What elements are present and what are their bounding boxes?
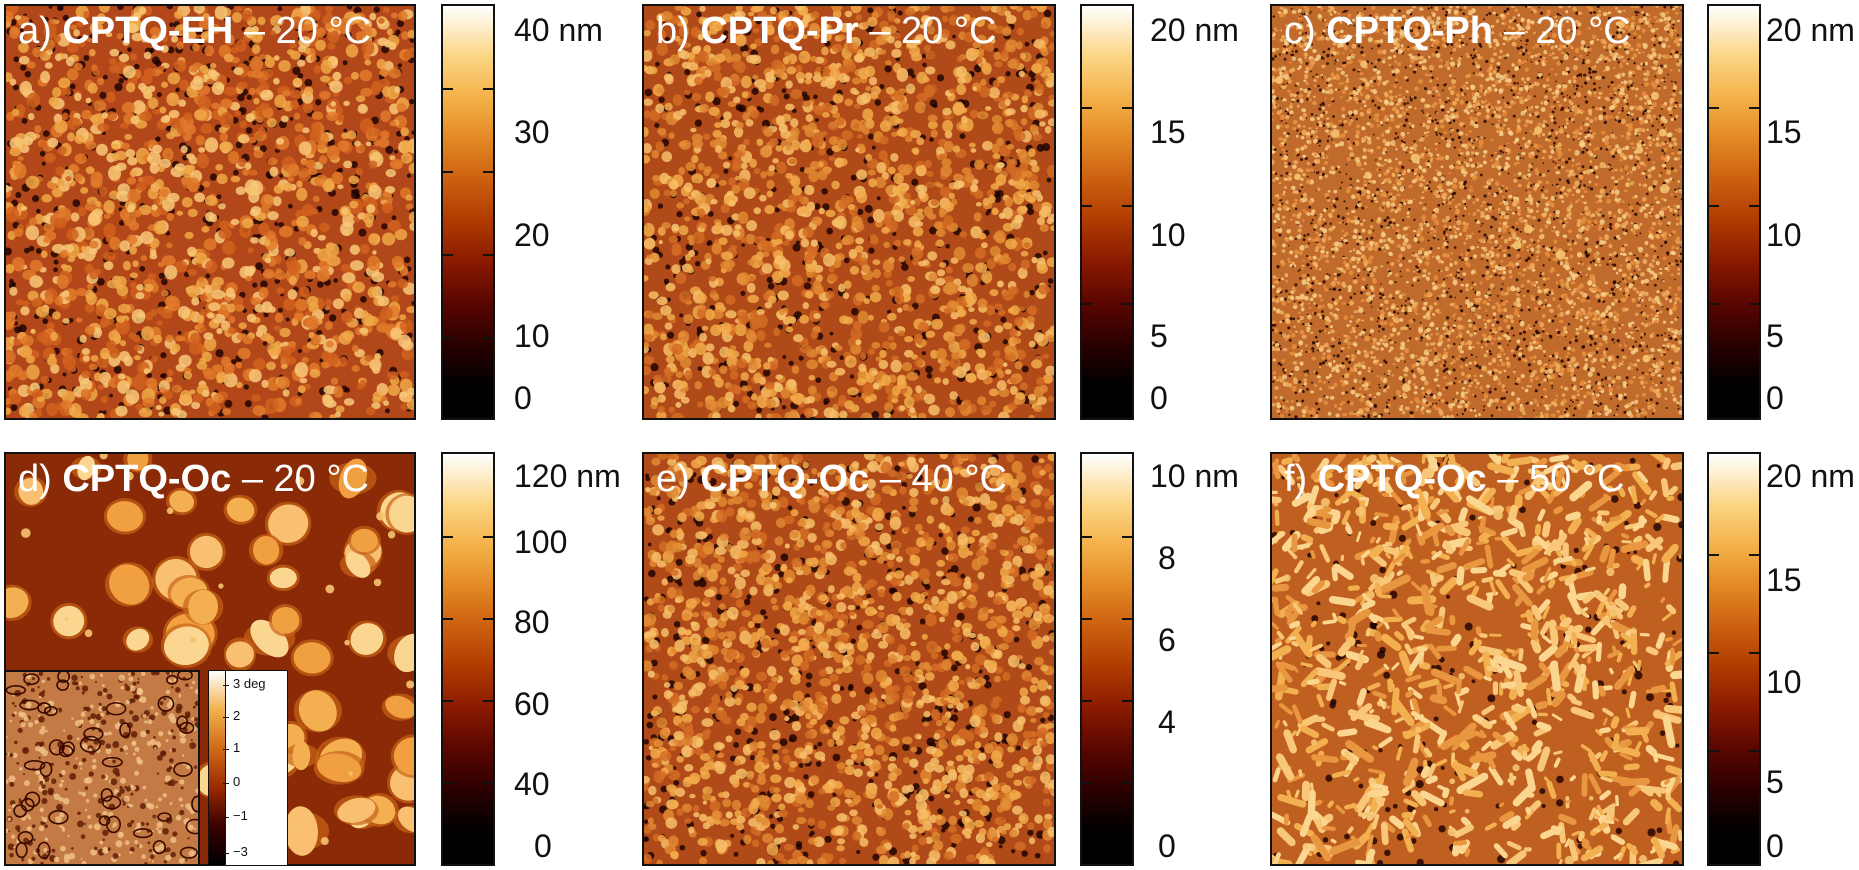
afm-image-e: e) CPTQ-Oc – 40 °C [642, 452, 1056, 866]
inset-label-5: −3 [233, 844, 248, 859]
temperature: – 20 °C [241, 458, 369, 500]
colorbar-c-label-3: 5 [1766, 318, 1784, 354]
colorbar-d-label-1: 100 [514, 524, 568, 560]
panel-title-b: b) CPTQ-Pr – 20 °C [656, 10, 996, 53]
colorbar-a-label-4: 0 [514, 380, 532, 416]
colorbar-e-label-4: 0 [1158, 828, 1176, 864]
colorbar-a [441, 4, 495, 420]
afm-texture-a [6, 6, 414, 418]
panel-label: d) [18, 458, 52, 500]
colorbar-f [1707, 452, 1761, 866]
panel-label: b) [656, 10, 690, 52]
panel-title-f: f) CPTQ-Oc – 50 °C [1284, 458, 1624, 501]
afm-image-f: f) CPTQ-Oc – 50 °C [1270, 452, 1684, 866]
colorbar-a-label-2: 20 [514, 217, 550, 253]
colorbar-b [1080, 4, 1134, 420]
inset-label-4: −1 [233, 808, 248, 823]
colorbar-e-label-2: 6 [1158, 622, 1176, 658]
colorbar-c-label-4: 0 [1766, 380, 1784, 416]
colorbar-b-label-3: 5 [1150, 318, 1168, 354]
colorbar-c [1707, 4, 1761, 420]
inset-label-2: 1 [233, 740, 241, 755]
colorbar-d-label-0: 120 nm [514, 458, 621, 494]
compound-name: CPTQ-EH [62, 10, 234, 52]
panel-label: f) [1284, 458, 1308, 500]
afm-texture-b [644, 6, 1054, 418]
temperature: – 20 °C [243, 10, 372, 52]
colorbar-e [1080, 452, 1134, 866]
compound-name: CPTQ-Oc [1317, 458, 1487, 500]
panel-title-a: a) CPTQ-EH – 20 °C [18, 10, 371, 53]
colorbar-c-label-1: 15 [1766, 114, 1802, 150]
afm-texture-f [1272, 454, 1682, 864]
colorbar-f-label-2: 10 [1766, 664, 1802, 700]
panel-title-d: d) CPTQ-Oc – 20 °C [18, 458, 369, 501]
colorbar-c-label-2: 10 [1766, 217, 1802, 253]
compound-name: CPTQ-Pr [700, 10, 859, 52]
compound-name: CPTQ-Oc [700, 458, 870, 500]
colorbar-d-label-3: 60 [514, 686, 550, 722]
colorbar-f-label-3: 5 [1766, 764, 1784, 800]
afm-texture-c [1272, 6, 1682, 418]
temperature: – 20 °C [869, 10, 997, 52]
colorbar-b-label-4: 0 [1150, 380, 1168, 416]
colorbar-a-label-3: 10 [514, 318, 550, 354]
phase-inset-image [4, 670, 200, 866]
panel-title-e: e) CPTQ-Oc – 40 °C [656, 458, 1007, 501]
colorbar-d [441, 452, 495, 866]
colorbar-a-label-1: 30 [514, 114, 550, 150]
colorbar-f-label-1: 15 [1766, 562, 1802, 598]
colorbar-d-label-4: 40 [514, 766, 550, 802]
afm-image-b: b) CPTQ-Pr – 20 °C [642, 4, 1056, 420]
compound-name: CPTQ-Ph [1326, 10, 1493, 52]
colorbar-f-label-0: 20 nm [1766, 458, 1855, 494]
temperature: – 50 °C [1497, 458, 1625, 500]
inset-label-1: 2 [233, 708, 241, 723]
colorbar-a-label-0: 40 nm [514, 12, 603, 48]
panel-label: a) [18, 10, 52, 52]
colorbar-e-label-1: 8 [1158, 540, 1176, 576]
colorbar-d-label-2: 80 [514, 604, 550, 640]
colorbar-b-label-0: 20 nm [1150, 12, 1239, 48]
colorbar-b-label-1: 15 [1150, 114, 1186, 150]
afm-image-c: c) CPTQ-Ph – 20 °C [1270, 4, 1684, 420]
afm-texture-e [644, 454, 1054, 864]
inset-label-3: 0 [233, 774, 241, 789]
colorbar-e-label-0: 10 nm [1150, 458, 1239, 494]
panel-label: c) [1284, 10, 1316, 52]
panel-label: e) [656, 458, 690, 500]
afm-image-a: a) CPTQ-EH – 20 °C [4, 4, 416, 420]
colorbar-c-label-0: 20 nm [1766, 12, 1855, 48]
colorbar-e-label-3: 4 [1158, 704, 1176, 740]
temperature: – 40 °C [879, 458, 1007, 500]
inset-label-0: 3 deg [233, 676, 266, 691]
phase-inset-colorbar: 3 deg 2 1 0 −1 −3 [208, 670, 288, 866]
compound-name: CPTQ-Oc [62, 458, 232, 500]
panel-title-c: c) CPTQ-Ph – 20 °C [1284, 10, 1631, 53]
colorbar-d-label-5: 0 [534, 828, 552, 864]
phase-inset-texture [6, 672, 198, 864]
colorbar-b-label-2: 10 [1150, 217, 1186, 253]
colorbar-f-label-4: 0 [1766, 828, 1784, 864]
temperature: – 20 °C [1503, 10, 1631, 52]
